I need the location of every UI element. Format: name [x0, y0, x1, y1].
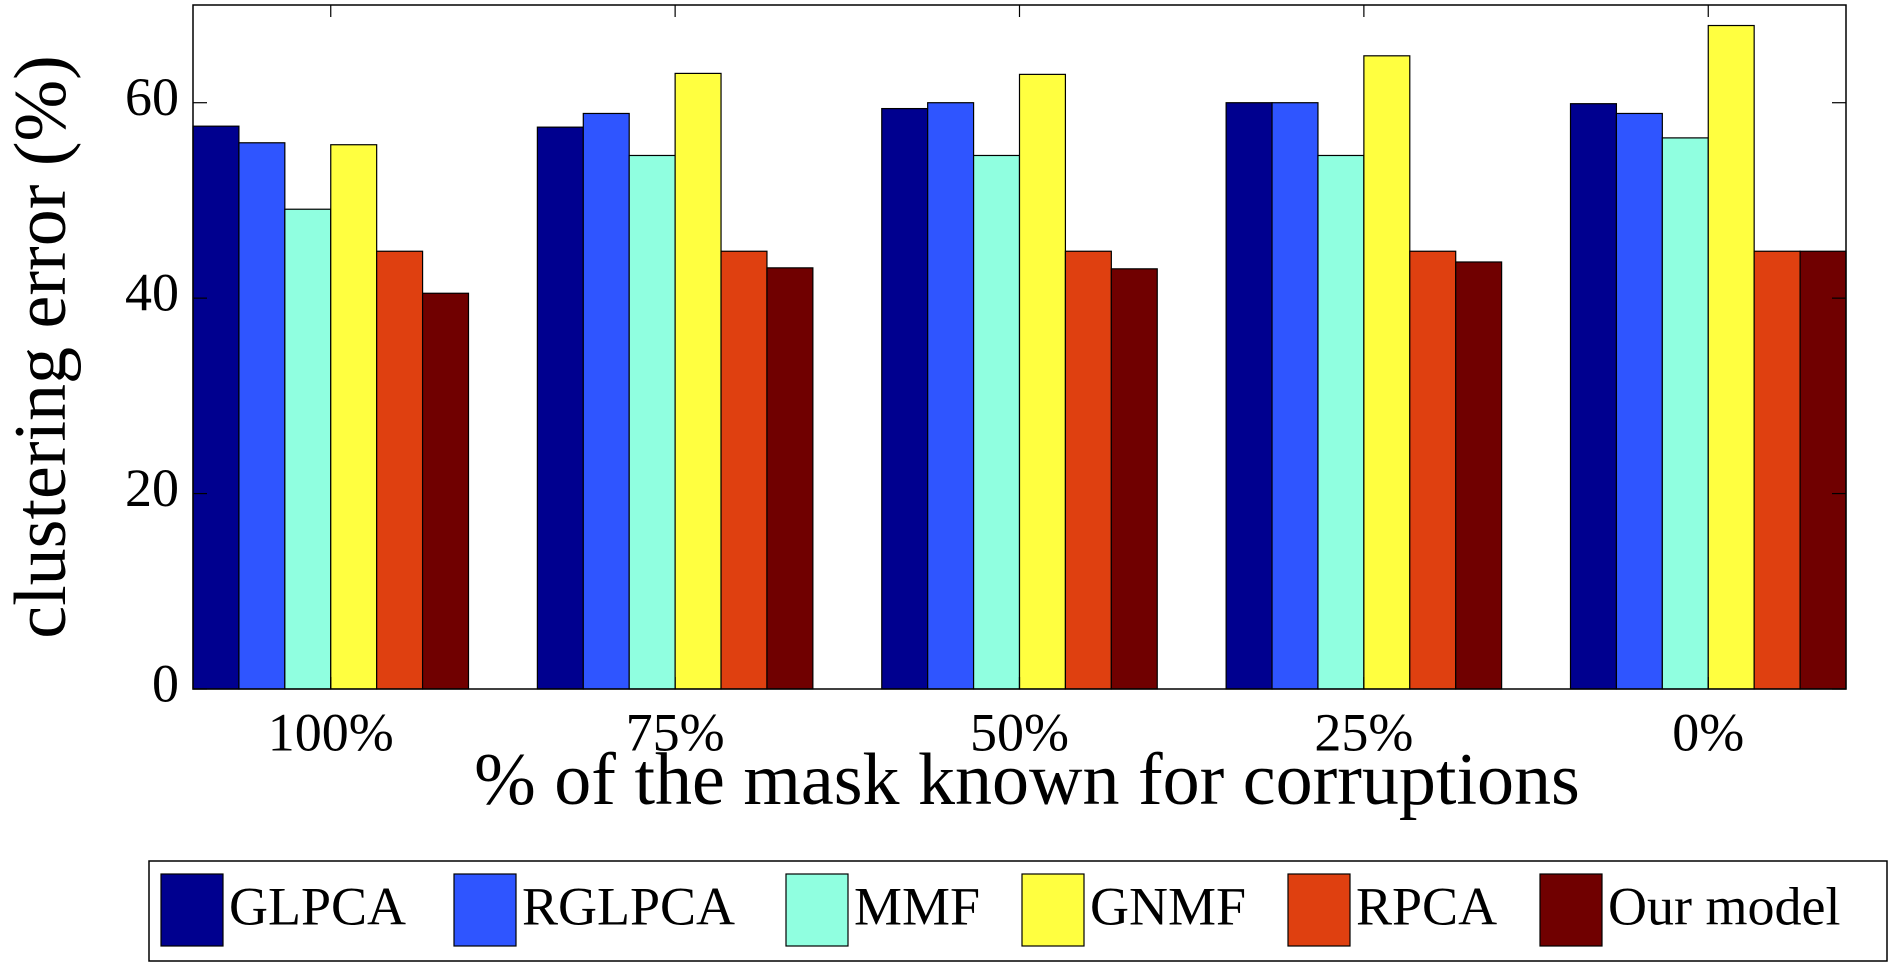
legend-swatch [1539, 873, 1603, 947]
bar [1661, 137, 1709, 690]
bar [1363, 55, 1411, 690]
plot-frame [192, 4, 1847, 690]
bar [192, 125, 240, 690]
x-axis-label: % of the mask known for corruptions [474, 739, 1580, 821]
y-tick-label: 40 [125, 263, 179, 323]
x-tick-label: 75% [626, 702, 725, 762]
legend-swatch [1287, 873, 1351, 947]
bar [284, 208, 332, 690]
y-tick-label: 0 [152, 653, 179, 713]
bar [421, 292, 470, 690]
x-tick-label: 100% [268, 702, 394, 762]
bar [1753, 250, 1801, 690]
bar [1707, 24, 1755, 690]
x-tick-label: 50% [970, 702, 1069, 762]
legend-label: Our model [1608, 876, 1840, 936]
bar [376, 250, 424, 690]
legend-swatch [160, 873, 224, 947]
bar [1799, 250, 1847, 690]
bar [1018, 73, 1067, 690]
bar [582, 112, 630, 690]
legend-swatch [1021, 873, 1085, 947]
bar [972, 154, 1021, 690]
bar [1064, 250, 1112, 690]
y-tick-label: 20 [125, 458, 179, 518]
legend-label: GNMF [1090, 876, 1246, 936]
legend-label: RGLPCA [522, 876, 735, 936]
bar [927, 102, 975, 690]
legend-label: RPCA [1356, 876, 1497, 936]
bar [674, 72, 722, 690]
bar [536, 126, 584, 690]
bar [1569, 103, 1618, 690]
legend-label: GLPCA [229, 876, 406, 936]
y-tick-label: 60 [125, 67, 179, 127]
x-tick-label: 0% [1672, 702, 1744, 762]
bar [1110, 268, 1158, 690]
bar [628, 154, 676, 690]
bar [238, 142, 286, 690]
bar [766, 267, 814, 690]
legend-swatch [453, 873, 517, 947]
bar [1455, 261, 1503, 690]
bar [1225, 102, 1273, 690]
bar [330, 144, 378, 690]
y-axis-label: clustering error (%) [0, 55, 82, 639]
bar [881, 107, 929, 690]
bar [1271, 102, 1319, 690]
legend-label: MMF [854, 876, 980, 936]
legend-swatch [785, 873, 849, 947]
bar [1615, 112, 1663, 690]
x-tick-label: 25% [1314, 702, 1413, 762]
bar [720, 250, 768, 690]
bar [1409, 250, 1457, 690]
bar [1317, 154, 1365, 690]
